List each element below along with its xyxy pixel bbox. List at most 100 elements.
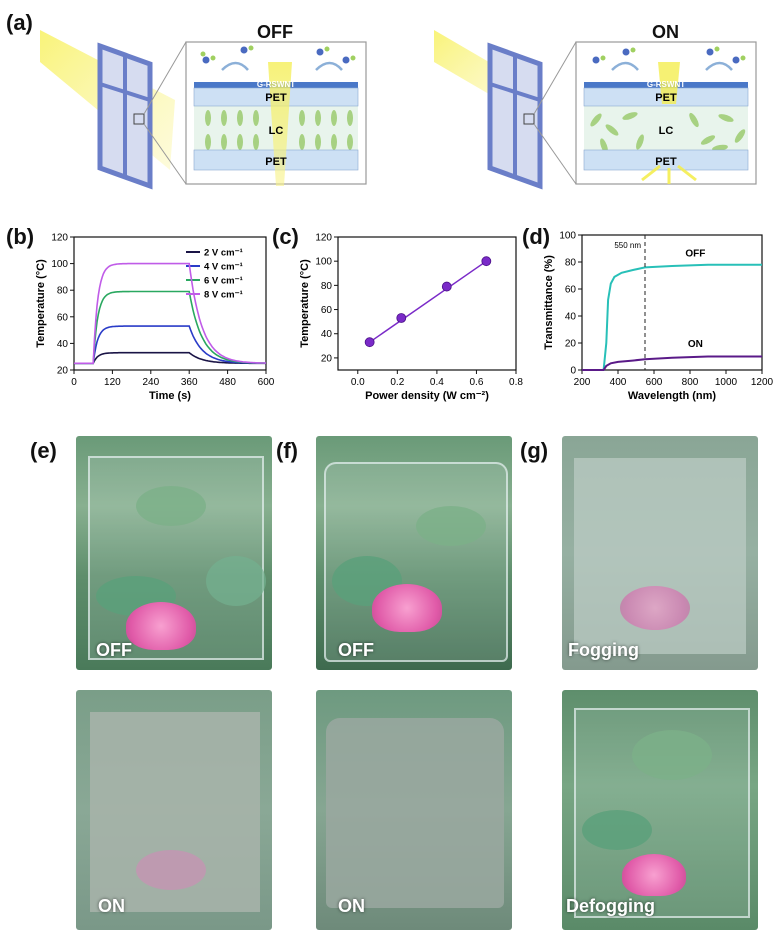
series-line-on <box>582 355 762 371</box>
lotus-flower <box>622 854 686 896</box>
y-tick-label: 100 <box>559 231 576 242</box>
x-tick-label: 0.2 <box>390 377 404 388</box>
y-tick-label: 80 <box>321 281 333 292</box>
series-line-off <box>582 263 762 371</box>
water-molecule-icons <box>592 46 746 71</box>
x-tick-label: 0.0 <box>351 377 365 388</box>
data-point <box>481 256 492 267</box>
schematic-off: G-RSWNT PET LC PET <box>40 30 367 190</box>
series-label: OFF <box>685 249 705 260</box>
caption-f-off: OFF <box>338 640 374 660</box>
caption-e-off: OFF <box>96 640 132 660</box>
caption-f-on: ON <box>338 896 365 916</box>
data-point <box>441 281 452 292</box>
photo-f-on: ON <box>316 690 512 930</box>
x-tick-label: 1000 <box>715 377 738 388</box>
layer-bottom-off: PET <box>265 156 287 168</box>
series-line-4 <box>74 262 266 365</box>
layer-middle-off: LC <box>269 125 284 137</box>
y-tick-label: 60 <box>321 305 333 316</box>
y-tick-label: 20 <box>321 353 333 364</box>
reference-line-label: 550 nm <box>614 241 641 250</box>
legend-label: 4 V cm⁻¹ <box>204 262 243 273</box>
y-tick-label: 100 <box>315 257 332 268</box>
legend-label: 2 V cm⁻¹ <box>204 248 243 259</box>
plot-frame <box>73 236 267 371</box>
x-tick-label: 0.4 <box>430 377 444 388</box>
y-tick-label: 120 <box>315 233 332 244</box>
chart-transmittance: 200 400 600 800 1000 1200 0 20 40 60 80 100 Waveleng… <box>543 231 774 403</box>
chart-temperature-power: 0.0 0.2 0.4 0.6 0.8 20 40 60 80 100 120 Power densi… <box>299 233 523 403</box>
x-axis-label: Wavelength (nm) <box>628 390 717 402</box>
on-title: ON <box>652 22 679 42</box>
photo-e-on: ON <box>76 690 272 930</box>
layer-middle-on: LC <box>659 125 674 137</box>
photo-f-off: OFF <box>316 436 512 670</box>
caption-e-on: ON <box>98 896 125 916</box>
data-point <box>396 313 407 323</box>
lotus-flower <box>126 602 196 650</box>
photo-g-fogging: Fogging <box>562 436 758 670</box>
x-tick-label: 800 <box>682 377 699 388</box>
caption-g-fogging: Fogging <box>568 640 639 660</box>
incoming-beam <box>658 62 680 104</box>
x-tick-label: 0.6 <box>469 377 483 388</box>
layer-top-on: PET <box>655 92 677 104</box>
layer-electrode-off: G-RSWNT <box>257 80 295 89</box>
fit-line <box>369 260 487 343</box>
lotus-flower <box>372 584 442 632</box>
plot-frame <box>337 236 517 371</box>
plot-frame <box>581 234 763 371</box>
panel-label-c: (c) <box>272 224 299 249</box>
off-title: OFF <box>257 22 293 42</box>
series-line-2 <box>74 325 267 365</box>
lotus-flower <box>620 586 690 630</box>
y-axis-label: Temperature (°C) <box>299 259 311 348</box>
y-tick-label: 120 <box>51 233 68 244</box>
water-molecule-icons <box>200 45 356 71</box>
x-tick-label: 1200 <box>751 377 774 388</box>
y-tick-label: 40 <box>565 312 577 323</box>
x-tick-label: 600 <box>646 377 663 388</box>
x-tick-label: 0.8 <box>509 377 523 388</box>
data-point <box>364 337 375 348</box>
y-tick-label: 60 <box>565 285 577 296</box>
series-label: ON <box>688 339 703 350</box>
y-tick-label: 100 <box>51 259 68 270</box>
y-axis-label: Temperature (°C) <box>35 259 47 348</box>
x-tick-label: 120 <box>104 377 121 388</box>
panel-label-b: (b) <box>6 224 35 249</box>
schematic-on: G-RSWNT PET LC PET <box>434 30 757 190</box>
layer-electrode-on: G-RSWNT <box>647 80 685 89</box>
chart-temperature-time: 0 120 240 360 480 600 20 40 60 80 100 120 Time (s) Te… <box>35 233 275 403</box>
y-tick-label: 60 <box>57 312 69 323</box>
x-tick-label: 480 <box>219 377 236 388</box>
panel-label-d: (d) <box>522 224 551 249</box>
panel-label-g: (g) <box>520 438 549 463</box>
y-tick-label: 20 <box>57 366 69 377</box>
x-tick-label: 240 <box>142 377 159 388</box>
transmitted-beam <box>268 62 292 186</box>
legend-label: 6 V cm⁻¹ <box>204 276 243 287</box>
y-tick-label: 20 <box>565 339 577 350</box>
layer-bottom-on: PET <box>655 156 677 168</box>
y-axis-label: Transmittance (%) <box>543 255 555 350</box>
x-tick-label: 0 <box>71 377 77 388</box>
caption-g-defogging: Defogging <box>566 896 655 916</box>
panel-label-f: (f) <box>276 438 298 463</box>
x-tick-label: 200 <box>574 377 591 388</box>
window-frame-icon <box>487 42 543 190</box>
x-tick-label: 400 <box>610 377 627 388</box>
legend-label: 8 V cm⁻¹ <box>204 290 243 301</box>
panel-label-a: (a) <box>6 10 33 35</box>
scattered-light <box>641 164 697 184</box>
window-frame-icon <box>97 42 153 190</box>
x-axis-label: Power density (W cm⁻²) <box>365 390 489 402</box>
photo-g-defogging: Defogging <box>562 690 758 930</box>
y-tick-label: 40 <box>321 329 333 340</box>
y-tick-label: 0 <box>570 366 576 377</box>
panel-label-e: (e) <box>30 438 57 463</box>
photo-e-off: OFF <box>76 436 272 670</box>
x-tick-label: 600 <box>258 377 275 388</box>
x-axis-label: Time (s) <box>149 390 191 402</box>
